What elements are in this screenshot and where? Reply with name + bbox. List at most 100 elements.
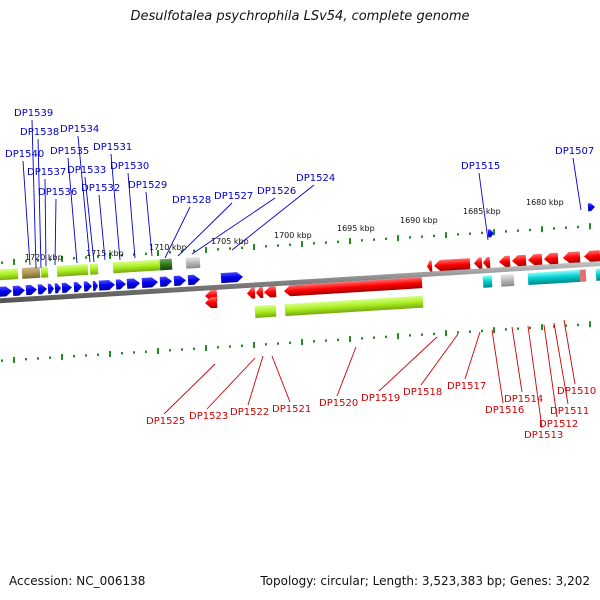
forward-gene-arrow-shape: [12, 285, 26, 296]
forward-gene-label: DP1527: [214, 191, 253, 202]
reverse-gene-leader: [543, 324, 558, 418]
forward-gene-leader: [84, 176, 95, 263]
reverse-gene-leader: [420, 333, 459, 386]
forward-gene-label: DP1526: [257, 186, 296, 197]
reverse-gene-label: DP1522: [230, 407, 269, 418]
forward-gene-leader: [145, 191, 153, 257]
forward-gene-arrow-shape: [92, 280, 98, 292]
reverse-gene-leader: [336, 346, 357, 397]
forward-gene-arrow-shape: [37, 284, 47, 295]
forward-gene-label: DP1515: [461, 161, 500, 172]
forward-gene-leader: [177, 202, 233, 257]
forward-gene-label: DP1535: [50, 146, 89, 157]
forward-gene-arrow: [37, 284, 47, 295]
reverse-gene-arrow: [474, 257, 483, 269]
reverse-gene-leader: [491, 329, 504, 404]
forward-gene-leader: [77, 135, 91, 263]
cog-class-block-shape: [185, 256, 201, 269]
reverse-gene-label: DP1520: [319, 398, 358, 409]
forward-gene-arrow-shape: [220, 272, 243, 284]
forward-gene-arrow-shape: [159, 276, 172, 287]
cog-class-block: [40, 266, 49, 278]
cog-class-block: [579, 269, 587, 282]
forward-gene-arrow-shape: [115, 279, 127, 290]
forward-gene-arrow: [98, 280, 116, 291]
reverse-gene-label: DP1516: [485, 405, 524, 416]
reverse-gene-arrow-shape: [264, 286, 277, 298]
scale-label: 1695 kbp: [337, 224, 375, 233]
forward-gene-leader: [37, 138, 42, 269]
cog-class-block-shape: [159, 258, 173, 271]
reverse-gene-leader: [464, 331, 481, 380]
backbone-line: [0, 261, 600, 304]
reverse-gene-arrow: [205, 296, 218, 309]
forward-gene-label: DP1507: [555, 146, 594, 157]
forward-gene-arrow: [47, 283, 54, 294]
cog-class-block: [159, 258, 173, 271]
reverse-gene-arrow: [584, 250, 600, 262]
reverse-gene-arrow-shape: [284, 277, 423, 297]
forward-gene-arrow-shape: [187, 274, 200, 286]
forward-gene-label: DP1536: [38, 187, 77, 198]
accession-text: Accession: NC_006138: [9, 574, 146, 588]
reverse-gene-arrow-shape: [427, 260, 433, 272]
forward-gene-arrow-shape: [141, 277, 158, 288]
reverse-gene-arrow-shape: [544, 252, 559, 265]
cog-class-block-shape: [579, 269, 587, 282]
forward-gene-arrow-shape: [25, 284, 38, 296]
scale-label: 1710 kbp: [149, 243, 187, 252]
cog-class-block-shape: [284, 295, 424, 317]
reverse-gene-label: DP1511: [550, 406, 589, 417]
reverse-gene-label: DP1523: [189, 411, 228, 422]
reverse-gene-leader: [511, 326, 523, 393]
forward-gene-leader: [478, 172, 489, 241]
forward-gene-arrow-shape: [0, 286, 13, 298]
cog-class-block-shape: [0, 268, 19, 281]
forward-gene-label: DP1538: [20, 127, 59, 138]
reverse-gene-leader: [247, 355, 264, 406]
scale-label: 1680 kbp: [526, 198, 564, 207]
reverse-gene-label: DP1525: [146, 416, 185, 427]
reverse-gene-arrow-shape: [434, 258, 471, 272]
cog-class-block-shape: [112, 259, 163, 274]
cog-class-block: [482, 275, 493, 288]
reverse-gene-arrow-shape: [563, 251, 581, 264]
forward-gene-label: DP1528: [172, 195, 211, 206]
forward-gene-marker-shape: [487, 229, 495, 238]
forward-gene-label: DP1524: [296, 173, 335, 184]
reverse-gene-arrow-shape: [247, 287, 256, 299]
forward-gene-label: DP1529: [128, 180, 167, 191]
forward-gene-leader: [110, 153, 121, 261]
forward-gene-arrow-shape: [61, 282, 73, 293]
forward-gene-leader: [191, 197, 276, 255]
cog-class-block-shape: [40, 266, 49, 278]
reverse-gene-label: DP1514: [504, 394, 543, 405]
scale-label: 1720 kbp: [25, 253, 63, 262]
cog-class-block: [89, 263, 99, 275]
reverse-gene-label: DP1513: [524, 430, 563, 441]
cog-class-block-shape: [89, 263, 99, 275]
cog-class-block-shape: [482, 275, 493, 288]
forward-gene-label: DP1530: [110, 161, 149, 172]
cog-class-block: [527, 270, 569, 286]
cog-class-block: [112, 259, 163, 274]
reverse-gene-arrow: [256, 287, 264, 299]
forward-gene-label: DP1533: [67, 165, 106, 176]
forward-gene-label: DP1539: [14, 108, 53, 119]
forward-gene-arrow: [126, 278, 141, 289]
cog-class-block-shape: [527, 270, 569, 286]
forward-gene-leader: [164, 206, 191, 259]
scale-label: 1685 kbp: [463, 207, 501, 216]
forward-gene-arrow: [12, 285, 26, 296]
forward-gene-arrow: [83, 281, 92, 292]
reverse-gene-arrow-shape: [584, 250, 600, 262]
forward-gene-leader: [98, 194, 106, 261]
cog-class-block: [185, 256, 201, 269]
forward-gene-leader: [67, 157, 78, 264]
reverse-gene-arrow: [264, 286, 277, 298]
cog-class-block-shape: [56, 263, 89, 277]
reverse-gene-arrow-shape: [528, 253, 543, 266]
forward-gene-label: DP1540: [5, 149, 44, 160]
reverse-gene-arrow-shape: [483, 256, 491, 269]
